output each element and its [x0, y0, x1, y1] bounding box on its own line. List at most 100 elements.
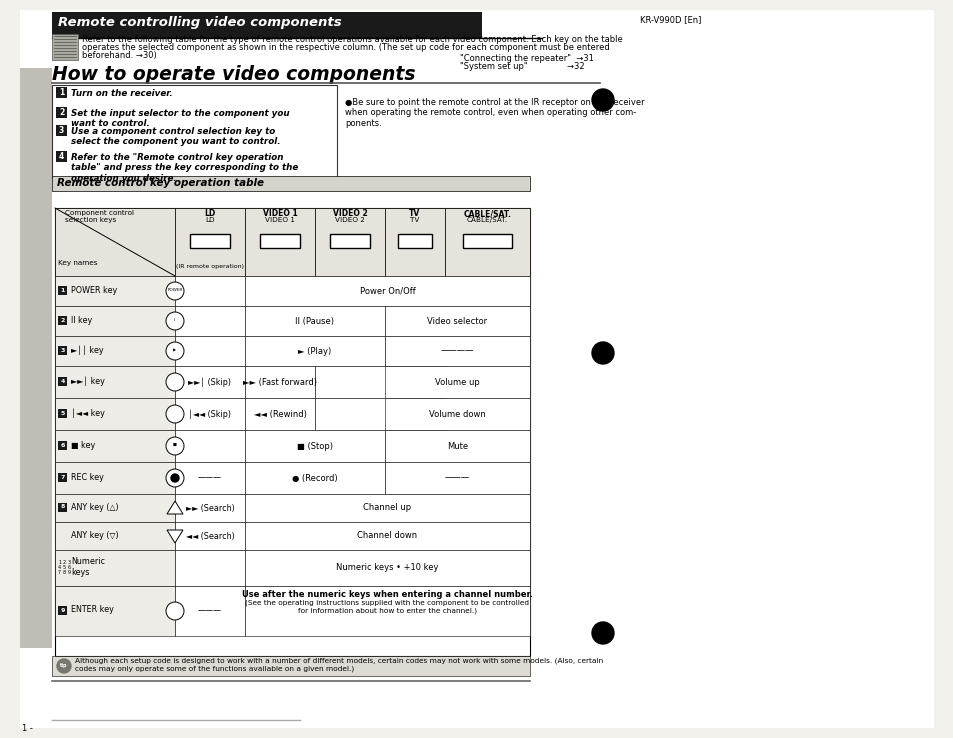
Bar — [55, 462, 174, 494]
Polygon shape — [167, 501, 183, 514]
Bar — [174, 430, 245, 462]
Text: ———: ——— — [444, 474, 470, 483]
Bar — [385, 336, 530, 366]
Bar — [55, 550, 174, 586]
Text: Component control
selection keys: Component control selection keys — [65, 210, 133, 223]
Text: ◄◄ (Rewind): ◄◄ (Rewind) — [253, 410, 306, 418]
Text: beforehand. →30): beforehand. →30) — [82, 51, 156, 60]
Bar — [58, 316, 67, 325]
Bar — [55, 208, 174, 276]
Circle shape — [166, 373, 184, 391]
Bar — [52, 656, 530, 676]
Bar — [385, 366, 530, 398]
Bar — [245, 398, 314, 430]
Text: (See the operating instructions supplied with the component to be controlled
for: (See the operating instructions supplied… — [245, 600, 529, 614]
Bar — [174, 462, 245, 494]
Bar — [245, 522, 530, 550]
Circle shape — [592, 342, 614, 364]
Bar — [56, 87, 67, 98]
Text: Mute: Mute — [446, 441, 468, 450]
Text: VIDEO 2: VIDEO 2 — [335, 217, 365, 223]
Bar — [52, 12, 481, 38]
Text: ———: ——— — [198, 607, 222, 615]
Text: VIDEO 1: VIDEO 1 — [265, 217, 294, 223]
Text: TV: TV — [410, 217, 419, 223]
Bar — [245, 336, 385, 366]
Bar — [314, 398, 444, 430]
Text: Key names: Key names — [58, 260, 97, 266]
Text: Video selector: Video selector — [427, 317, 487, 325]
Text: 4: 4 — [59, 152, 64, 161]
Bar — [174, 306, 245, 336]
Text: 8: 8 — [63, 570, 66, 575]
Bar — [56, 125, 67, 136]
Text: operates the selected component as shown in the respective column. (The set up c: operates the selected component as shown… — [82, 43, 609, 52]
Text: 3: 3 — [68, 560, 71, 565]
Bar — [52, 34, 78, 60]
Text: ANY key (△): ANY key (△) — [71, 503, 118, 511]
Text: ►► (Fast forward): ►► (Fast forward) — [243, 378, 316, 387]
Text: POWER: POWER — [167, 288, 182, 292]
Text: ———: ——— — [198, 474, 222, 483]
Circle shape — [166, 602, 184, 620]
Text: ————: ———— — [440, 347, 474, 356]
Text: II (Pause): II (Pause) — [295, 317, 335, 325]
Text: VIDEO 1: VIDEO 1 — [262, 209, 297, 218]
Bar — [55, 306, 174, 336]
Text: 1: 1 — [59, 88, 64, 97]
Text: Power On/Off: Power On/Off — [359, 286, 415, 295]
Bar — [397, 234, 432, 248]
Text: Use after the numeric keys when entering a channel number.: Use after the numeric keys when entering… — [242, 590, 533, 599]
Text: 6: 6 — [60, 443, 65, 447]
Text: Volume down: Volume down — [429, 410, 485, 418]
Bar — [58, 503, 67, 511]
Circle shape — [166, 342, 184, 360]
Text: (IR remote operation): (IR remote operation) — [175, 264, 244, 269]
Text: Refer to the "Remote control key operation
table" and press the key correspondin: Refer to the "Remote control key operati… — [71, 153, 298, 183]
Circle shape — [592, 89, 614, 111]
Text: KR-V990D [En]: KR-V990D [En] — [639, 15, 700, 24]
Bar — [58, 409, 67, 418]
Text: ■ (Stop): ■ (Stop) — [296, 441, 333, 450]
Bar — [314, 366, 444, 398]
Text: Set the input selector to the component you
want to control.: Set the input selector to the component … — [71, 109, 290, 128]
Bar — [55, 522, 174, 550]
Bar — [55, 586, 174, 636]
Circle shape — [166, 312, 184, 330]
Text: II key: II key — [71, 316, 92, 325]
Bar — [58, 345, 67, 354]
Text: ANY key (▽): ANY key (▽) — [71, 531, 118, 539]
Circle shape — [592, 622, 614, 644]
Text: Remote controlling video components: Remote controlling video components — [58, 16, 341, 29]
Bar — [190, 234, 230, 248]
Bar — [245, 550, 530, 586]
Text: ▶: ▶ — [173, 348, 176, 352]
Text: 4: 4 — [60, 379, 65, 384]
Text: │◄◄ (Skip): │◄◄ (Skip) — [189, 410, 232, 418]
Text: POWER key: POWER key — [71, 286, 117, 294]
Bar — [174, 208, 245, 276]
Text: LD: LD — [205, 217, 214, 223]
Bar — [259, 234, 300, 248]
Text: Turn on the receiver.: Turn on the receiver. — [71, 89, 172, 98]
Text: CABLE/SAT.: CABLE/SAT. — [463, 209, 511, 218]
Text: CABLE/SAT.: CABLE/SAT. — [466, 217, 508, 223]
Text: How to operate video components: How to operate video components — [52, 65, 416, 84]
Bar — [55, 430, 174, 462]
Text: TV: TV — [409, 209, 420, 218]
Text: Numeric
keys: Numeric keys — [71, 557, 105, 576]
Polygon shape — [167, 530, 183, 543]
Bar — [55, 336, 174, 366]
Bar — [245, 494, 530, 522]
Circle shape — [166, 282, 184, 300]
Bar — [55, 398, 174, 430]
Text: ►► (Search): ►► (Search) — [186, 503, 234, 512]
Text: Refer to the following table for the type of remote control operations available: Refer to the following table for the typ… — [82, 35, 622, 44]
Circle shape — [166, 469, 184, 487]
Bar — [174, 276, 245, 306]
Circle shape — [166, 437, 184, 455]
Bar — [174, 522, 245, 550]
Text: 1 -: 1 - — [22, 724, 32, 733]
Bar — [385, 208, 444, 276]
Text: tip: tip — [60, 663, 68, 669]
